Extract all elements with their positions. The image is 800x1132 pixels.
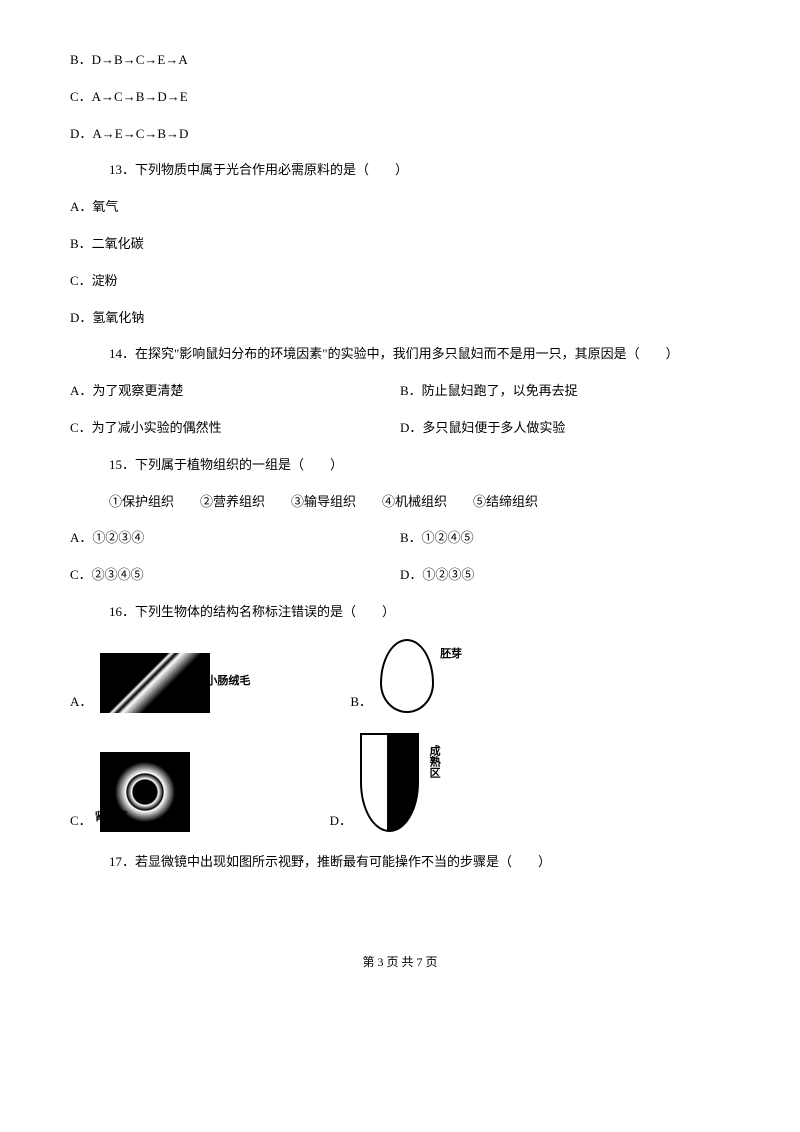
- q16-label-b: 胚芽: [440, 646, 462, 664]
- q13-stem: 13．下列物质中属于光合作用必需原料的是（ ）: [70, 160, 730, 181]
- q12-option-b: B．D→B→C→E→A: [70, 50, 730, 71]
- q16-prefix-c: C．: [70, 811, 92, 832]
- q17-stem: 17．若显微镜中出现如图所示视野，推断最有可能操作不当的步骤是（ ）: [70, 852, 730, 873]
- q16-stem: 16．下列生物体的结构名称标注错误的是（ ）: [70, 602, 730, 623]
- q15-option-d: D．①②③⑤: [400, 565, 730, 586]
- q16-label-a: 小肠绒毛: [206, 673, 250, 691]
- q14-option-d: D．多只鼠妇便于多人做实验: [400, 418, 730, 439]
- q13-option-a: A．氧气: [70, 197, 730, 218]
- q14-option-c: C．为了减小实验的偶然性: [70, 418, 400, 439]
- q16-label-c: 肾小管: [95, 809, 128, 827]
- q16-label-d: 成熟区: [424, 745, 442, 778]
- q16-image-c: 肾小管: [100, 752, 190, 832]
- q14-stem: 14．在探究"影响鼠妇分布的环境因素"的实验中，我们用多只鼠妇而不是用一只，其原…: [70, 344, 730, 365]
- q16-image-d: 成熟区: [360, 733, 419, 832]
- q15-option-c: C．②③④⑤: [70, 565, 400, 586]
- q15-option-b: B．①②④⑤: [400, 528, 730, 549]
- q16-row1: A． 小肠绒毛 B． 胚芽: [70, 639, 730, 713]
- q16-prefix-d: D．: [330, 811, 352, 832]
- q16-prefix-b: B．: [350, 692, 372, 713]
- q15-items: ①保护组织 ②营养组织 ③输导组织 ④机械组织 ⑤结缔组织: [70, 492, 730, 513]
- q15-stem: 15．下列属于植物组织的一组是（ ）: [70, 455, 730, 476]
- q16-image-a: 小肠绒毛: [100, 653, 210, 713]
- q16-image-b: 胚芽: [380, 639, 434, 713]
- q16-prefix-a: A．: [70, 692, 92, 713]
- page-footer: 第 3 页 共 7 页: [70, 953, 730, 972]
- q15-option-a: A．①②③④: [70, 528, 400, 549]
- q13-option-c: C．淀粉: [70, 271, 730, 292]
- q14-option-a: A．为了观察更清楚: [70, 381, 400, 402]
- q14-option-b: B．防止鼠妇跑了，以免再去捉: [400, 381, 730, 402]
- q12-option-d: D．A→E→C→B→D: [70, 124, 730, 145]
- q16-row2: C． 肾小管 D． 成熟区: [70, 733, 730, 832]
- q13-option-b: B．二氧化碳: [70, 234, 730, 255]
- q13-option-d: D．氢氧化钠: [70, 308, 730, 329]
- q12-option-c: C．A→C→B→D→E: [70, 87, 730, 108]
